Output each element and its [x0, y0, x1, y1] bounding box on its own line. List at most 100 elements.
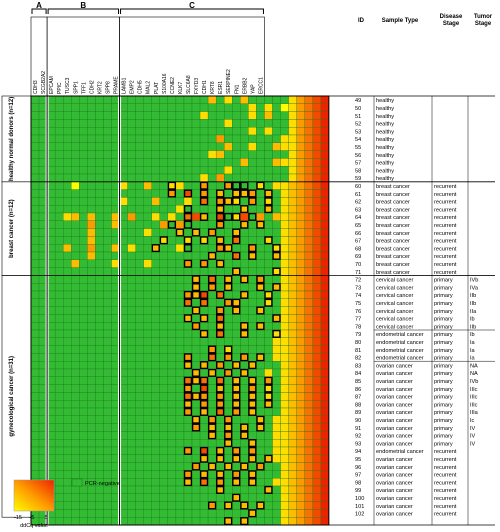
heatmap-cell-r14-c27: [248, 205, 257, 214]
row-id: 98: [355, 480, 361, 486]
heatmap-cell-r41-c0: [30, 415, 40, 424]
heatmap-cell-r54-c27: [248, 517, 257, 526]
heatmap-cell-r21-c0: [30, 259, 40, 268]
heatmap-cell-r4-c6: [79, 127, 88, 136]
heatmap-highlight-r39-c19: [183, 400, 193, 409]
heatmap-cell-r29-c25: [232, 322, 241, 331]
heatmap-cell-r45-c30: [272, 446, 281, 455]
heatmap-cell-r37-c24: [224, 384, 233, 393]
heatmap-highlight-r18-c19: [183, 236, 193, 245]
heatmap-cell-r20-c4: [63, 251, 72, 260]
row-tumor-stage: IIIc: [470, 395, 478, 401]
row-tumor-stage: IIIc: [470, 387, 478, 393]
heatmap-cell-r32-c17: [167, 345, 177, 354]
heatmap-cell-r36-c26: [240, 376, 249, 385]
heatmap-cell-r32-c15: [151, 345, 160, 354]
heatmap-cell-r15-c4: [63, 212, 72, 221]
heatmap-cell-r16-c21: [199, 220, 209, 229]
heatmap-cell-r42-c35: [312, 423, 321, 432]
heatmap-cell-r5-c9: [103, 134, 112, 143]
heatmap-cell-r26-c34: [304, 298, 313, 307]
heatmap-cell-r3-c35: [312, 119, 321, 128]
heatmap-cell-r51-c29: [264, 493, 273, 502]
heatmap-cell-r18-c26: [240, 236, 249, 245]
row-id: 80: [355, 340, 361, 346]
row-id: 81: [355, 348, 361, 354]
row-disease-stage: recurrent: [434, 457, 457, 463]
heatmap-cell-r43-c35: [312, 431, 321, 440]
heatmap-cell-r54-c18: [175, 517, 185, 526]
heatmap-cell-r2-c17: [167, 111, 177, 120]
heatmap-highlight-r25-c19: [183, 290, 193, 299]
heatmap-cell-r5-c24: [224, 134, 233, 143]
heatmap-cell-r45-c18: [175, 446, 185, 455]
heatmap-cell-r31-c22: [207, 337, 217, 346]
heatmap-cell-r46-c3: [54, 454, 64, 463]
heatmap-cell-r1-c34: [304, 103, 313, 112]
heatmap-cell-r25-c27: [248, 290, 257, 299]
heatmap-cell-r43-c16: [159, 431, 169, 440]
row-sample-type: ovarian cancer: [376, 371, 413, 377]
heatmap-highlight-r21-c21: [199, 259, 209, 268]
heatmap-highlight-r11-c25: [232, 181, 241, 190]
heatmap-cell-r50-c6: [79, 485, 88, 494]
heatmap-cell-r15-c13: [135, 212, 144, 221]
heatmap-cell-r34-c15: [151, 361, 160, 370]
heatmap-cell-r18-c24: [224, 236, 233, 245]
row-id: 49: [355, 98, 361, 104]
heatmap-highlight-r41-c28: [256, 415, 265, 424]
heatmap-cell-r17-c7: [87, 228, 96, 237]
heatmap-cell-r44-c30: [272, 439, 281, 448]
heatmap-cell-r37-c15: [151, 384, 160, 393]
heatmap-cell-r30-c36: [320, 329, 330, 338]
row-sample-type: healthy: [376, 129, 394, 135]
heatmap-cell-r49-c35: [312, 478, 321, 487]
heatmap-cell-r29-c22: [207, 322, 217, 331]
heatmap-cell-r14-c3: [54, 205, 64, 214]
heatmap-cell-r6-c4: [63, 142, 72, 151]
heatmap-cell-r44-c20: [191, 439, 201, 448]
heatmap-cell-r5-c6: [79, 134, 88, 143]
row-id: 85: [355, 379, 361, 385]
row-disease-stage: recurrent: [434, 254, 457, 260]
heatmap-cell-r10-c29: [264, 173, 273, 182]
heatmap-cell-r4-c19: [183, 127, 193, 136]
row-disease-stage: primary: [434, 410, 453, 416]
heatmap-cell-r36-c18: [175, 376, 185, 385]
heatmap-cell-r6-c26: [240, 142, 249, 151]
heatmap-cell-r9-c17: [167, 166, 177, 175]
heatmap-highlight-r14-c29: [264, 205, 273, 214]
heatmap-cell-r29-c5: [71, 322, 80, 331]
heatmap-cell-r19-c29: [264, 244, 273, 253]
heatmap-cell-r2-c27: [248, 111, 257, 120]
heatmap-cell-r50-c8: [95, 485, 104, 494]
gene-label-ercc1: ERCC1: [258, 77, 264, 94]
row-sample-type: healthy: [376, 153, 394, 159]
heatmap-cell-r34-c14: [143, 361, 152, 370]
heatmap-cell-r9-c33: [296, 166, 305, 175]
heatmap-cell-r20-c7: [87, 251, 96, 260]
heatmap-cell-r40-c12: [127, 407, 136, 416]
heatmap-cell-r10-c13: [135, 173, 144, 182]
heatmap-cell-r20-c3: [54, 251, 64, 260]
heatmap-cell-r46-c6: [79, 454, 88, 463]
heatmap-cell-r50-c30: [272, 485, 281, 494]
heatmap-cell-r7-c7: [87, 150, 96, 159]
heatmap-cell-r36-c16: [159, 376, 169, 385]
heatmap-cell-r30-c24: [224, 329, 233, 338]
heatmap-cell-r43-c7: [87, 431, 96, 440]
heatmap-cell-r23-c34: [304, 275, 313, 284]
heatmap-highlight-r34-c27: [248, 361, 257, 370]
heatmap-cell-r14-c32: [288, 205, 297, 214]
heatmap-cell-r54-c21: [199, 517, 209, 526]
heatmap-cell-r6-c18: [175, 142, 185, 151]
heatmap-cell-r39-c4: [63, 400, 72, 409]
row-disease-stage: recurrent: [434, 512, 457, 518]
heatmap-cell-r20-c6: [79, 251, 88, 260]
heatmap-cell-r9-c28: [256, 166, 265, 175]
heatmap-cell-r50-c18: [175, 485, 185, 494]
heatmap-highlight-r32-c22: [207, 345, 217, 354]
heatmap-cell-r8-c16: [159, 158, 169, 167]
heatmap-highlight-r30-c26: [240, 329, 249, 338]
heatmap-cell-r53-c16: [159, 509, 169, 518]
